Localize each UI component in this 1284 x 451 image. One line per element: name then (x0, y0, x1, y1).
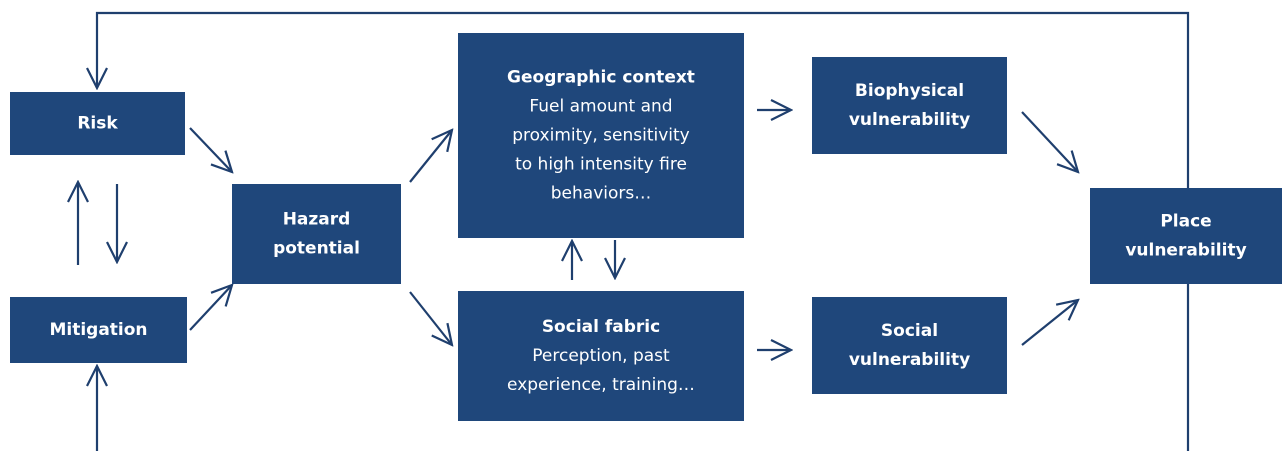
node-title: Place (1160, 212, 1211, 232)
node-box (1090, 188, 1282, 284)
node-box (812, 297, 1007, 394)
arrow (409, 130, 452, 183)
node-box (10, 92, 185, 155)
node-text: Fuel amount and (529, 97, 672, 117)
node-box (232, 184, 401, 284)
node-title: Biophysical (855, 81, 964, 101)
node-text: to high intensity fire (515, 155, 687, 175)
node-text: behaviors… (551, 184, 651, 204)
node-box (812, 57, 1007, 154)
node-text: experience, training… (507, 375, 695, 395)
node-title: Social (881, 321, 938, 341)
node-title: Social fabric (542, 317, 660, 337)
node-title: vulnerability (1125, 241, 1246, 261)
arrow (409, 291, 452, 345)
node-text: proximity, sensitivity (512, 126, 689, 146)
node-title: Mitigation (49, 320, 147, 340)
arrow (1021, 111, 1078, 172)
node-title: potential (273, 239, 360, 259)
arrow (189, 127, 232, 172)
node-title: Risk (77, 114, 118, 134)
node-text: Perception, past (532, 346, 670, 366)
nodes: Risk Mitigation Hazard potential Geographic … (10, 33, 1282, 421)
arrow (1021, 300, 1078, 346)
node-box (458, 33, 744, 238)
node-title: vulnerability (849, 350, 970, 370)
node-box (10, 297, 187, 363)
node-title: Hazard (283, 210, 351, 230)
arrow (189, 285, 232, 331)
node-title: Geographic context (507, 68, 695, 88)
node-title: vulnerability (849, 110, 970, 130)
node-box (458, 291, 744, 421)
